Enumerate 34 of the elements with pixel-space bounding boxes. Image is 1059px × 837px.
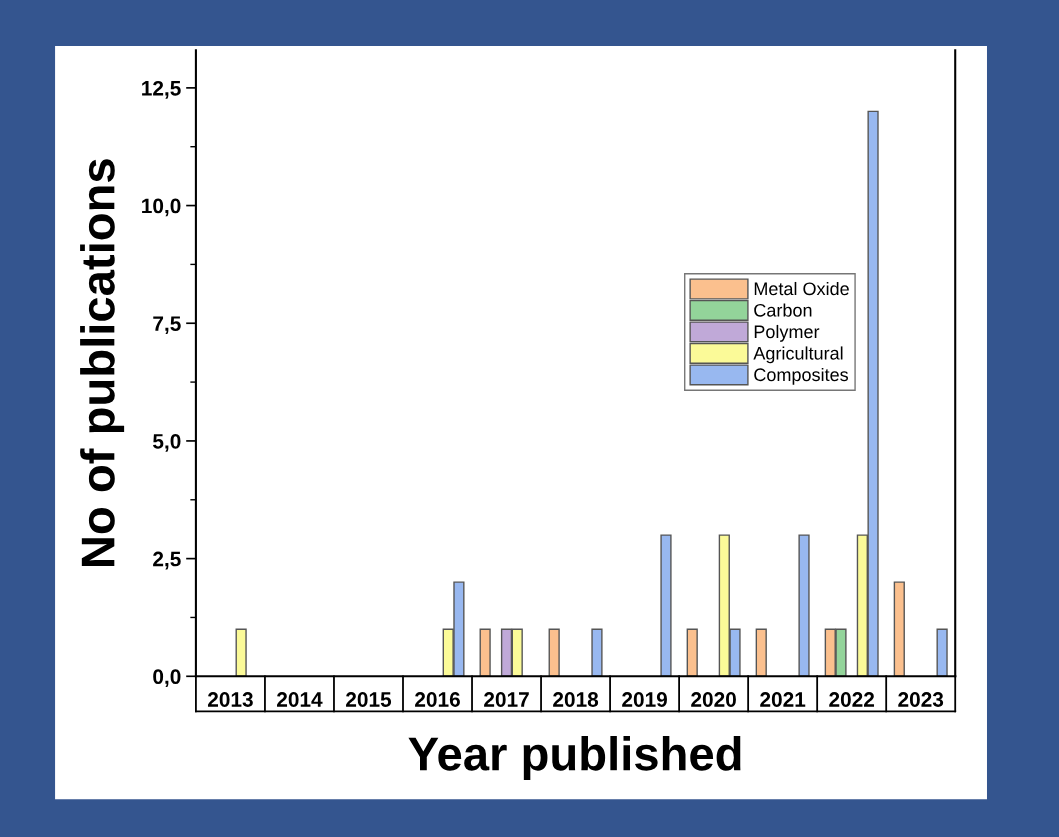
x-tick-label: 2015 [346,692,392,707]
bar [893,581,905,677]
x-tick-label: 2014 [277,692,323,707]
legend-label: Carbon [754,303,812,317]
legend-label: Metal Oxide [754,281,849,296]
bar [755,628,767,677]
x-tick-label: 2019 [622,692,667,707]
bar [479,628,491,677]
x-tick-label: 2021 [760,692,806,707]
legend-label: Composites [754,367,849,385]
y-tick-label: 5,0 [153,433,181,452]
bar [798,534,810,677]
legend-label: Polymer [754,324,820,342]
bar [936,628,948,677]
x-tick-label: 2013 [207,692,253,707]
x-tick-label: 2017 [484,692,529,707]
x-tick-label: 2020 [691,692,736,707]
x-axis-title: Year published [408,735,741,781]
bar [548,628,560,677]
y-tick-label: 10,0 [142,198,181,217]
x-tick-label: 2016 [415,692,460,707]
x-tick-label: 2023 [898,692,944,707]
y-tick-label: 7,5 [153,316,181,335]
y-tick-label: 2,5 [153,551,181,570]
y-axis-title: No of publications [80,159,125,567]
x-tick-label: 2018 [553,692,599,707]
bar [591,628,603,677]
y-tick-label: 0,0 [153,669,181,688]
bar [235,628,247,677]
y-tick-label: 12,5 [142,80,181,99]
bar [686,628,698,677]
bar [660,534,672,677]
x-tick-label: 2022 [829,692,875,707]
legend-label: Agricultural [753,346,843,364]
